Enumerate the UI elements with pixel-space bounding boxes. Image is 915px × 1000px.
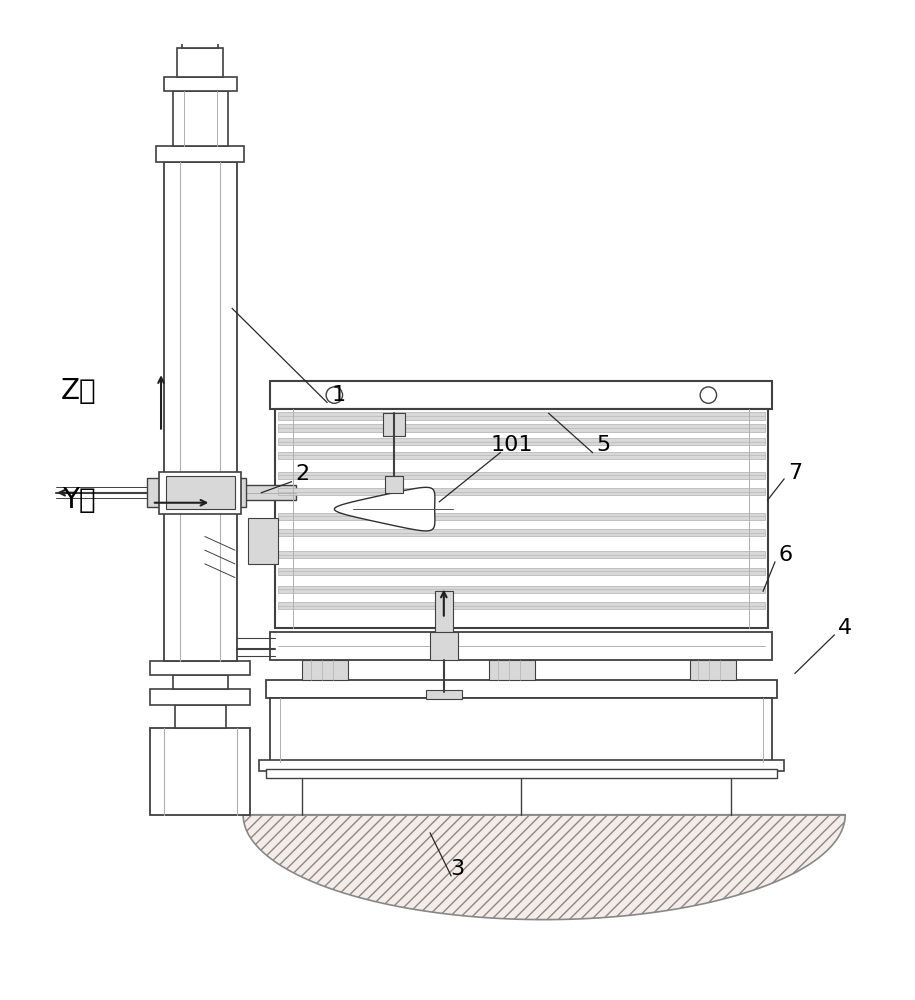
Bar <box>278 488 765 495</box>
Bar <box>237 478 246 507</box>
Bar <box>271 698 772 762</box>
Text: 4: 4 <box>838 618 852 638</box>
Bar <box>266 769 777 778</box>
Bar <box>178 48 223 77</box>
Bar <box>175 705 226 728</box>
Bar <box>278 602 765 609</box>
Bar <box>278 529 765 536</box>
Bar <box>164 77 237 91</box>
Bar <box>150 689 251 705</box>
Bar <box>490 660 535 680</box>
Bar <box>147 478 164 507</box>
Bar <box>271 632 772 660</box>
Bar <box>278 551 765 558</box>
Text: 1: 1 <box>332 385 346 405</box>
Polygon shape <box>243 815 845 920</box>
Bar <box>164 162 237 661</box>
Text: 3: 3 <box>450 859 465 879</box>
Bar <box>690 660 736 680</box>
Bar <box>278 568 765 575</box>
Circle shape <box>700 387 716 403</box>
Bar <box>173 675 228 689</box>
Bar <box>278 424 765 432</box>
Bar <box>430 632 458 660</box>
Bar <box>384 476 403 493</box>
Bar <box>150 661 251 675</box>
Bar <box>278 412 765 420</box>
Bar <box>150 728 251 815</box>
Text: 2: 2 <box>296 464 309 484</box>
Bar <box>435 591 453 632</box>
Text: Y向: Y向 <box>62 486 96 514</box>
Bar <box>156 146 244 162</box>
Bar <box>237 485 296 500</box>
Text: 5: 5 <box>597 435 610 455</box>
Bar <box>166 476 235 509</box>
Text: 6: 6 <box>779 545 793 565</box>
Bar <box>275 409 768 628</box>
Bar <box>278 586 765 593</box>
Bar <box>382 413 404 436</box>
Bar <box>278 452 765 459</box>
Text: 7: 7 <box>788 463 802 483</box>
Bar <box>266 680 777 698</box>
Bar <box>425 690 462 699</box>
Text: 101: 101 <box>491 435 533 455</box>
Bar <box>278 438 765 445</box>
Bar <box>173 91 228 146</box>
Bar <box>159 472 242 514</box>
Circle shape <box>326 387 342 403</box>
Polygon shape <box>334 487 435 531</box>
Bar <box>259 760 784 771</box>
Bar <box>182 27 219 48</box>
Bar <box>303 660 348 680</box>
Bar <box>248 518 278 564</box>
Bar <box>278 472 765 479</box>
Bar <box>271 381 772 409</box>
Bar <box>278 513 765 520</box>
Text: Z向: Z向 <box>61 377 97 405</box>
